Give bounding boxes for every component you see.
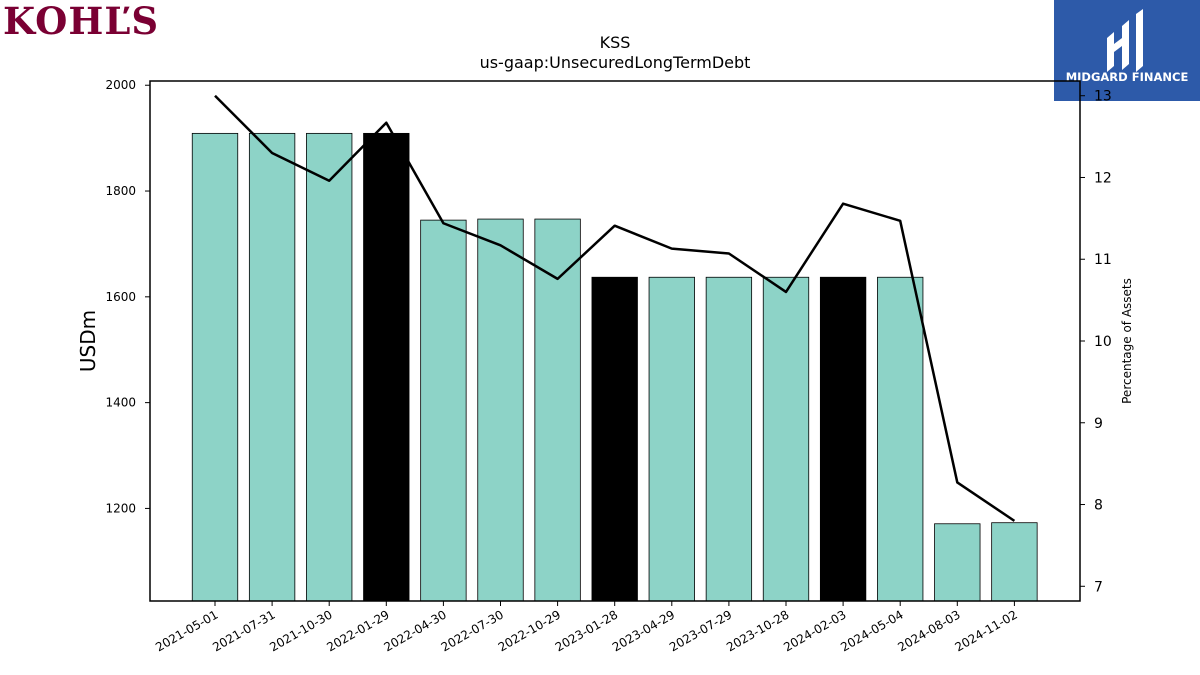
x-tick-label: 2021-05-01 [153, 607, 220, 654]
y2-tick-label: 8 [1094, 498, 1103, 514]
x-tick-label: 2024-08-03 [895, 607, 962, 654]
bar [420, 219, 467, 602]
chart-title: KSS [600, 33, 631, 52]
bar [705, 276, 753, 602]
y-tick-label: 1800 [105, 184, 136, 198]
bar [819, 276, 867, 602]
bar [191, 132, 239, 602]
y2-tick-label: 10 [1094, 334, 1112, 350]
y2-tick-label: 11 [1094, 252, 1112, 268]
bar [648, 276, 695, 602]
y2-tick-label: 7 [1094, 579, 1103, 595]
kohls-logo: KOHĽS [3, 0, 159, 42]
bar [991, 522, 1038, 602]
x-tick-label: 2021-07-31 [210, 607, 277, 654]
kohls-logo-text: KOHĽS [3, 0, 159, 42]
bar [877, 276, 924, 602]
y-tick-label: 1400 [105, 396, 136, 410]
y-tick-label: 2000 [105, 78, 136, 92]
x-tick-label: 2022-07-30 [439, 607, 506, 654]
chart-subtitle: us-gaap:UnsecuredLongTermDebt [480, 53, 751, 72]
x-tick-label: 2023-01-28 [553, 607, 620, 654]
y2-tick-label: 9 [1094, 416, 1103, 432]
x-tick-label: 2021-10-30 [267, 607, 334, 654]
y2-tick-label: 13 [1094, 89, 1112, 105]
bar [363, 132, 410, 602]
y-axis-label: USDm [76, 310, 100, 372]
midgard-finance-logo: MIDGARD FINANCE [1054, 0, 1200, 101]
bar [534, 218, 581, 602]
bar [934, 523, 981, 602]
x-tick-label: 2023-10-28 [724, 607, 791, 654]
bar [591, 276, 638, 602]
plot-frame [149, 80, 1081, 602]
bar [306, 132, 353, 602]
midgard-emblem-icon [1107, 9, 1143, 72]
y2-axis-label: Percentage of Assets [1120, 278, 1134, 404]
x-tick-label: 2023-04-29 [610, 607, 677, 654]
x-tick-label: 2024-05-04 [838, 607, 905, 654]
midgard-logo-text: MIDGARD FINANCE [1066, 70, 1189, 84]
x-tick-label: 2022-04-30 [381, 607, 448, 654]
bars-layer [191, 132, 1038, 602]
y2-axis-ticks: 7 8 9 10 11 12 13 [1080, 89, 1112, 595]
y2-tick-label: 12 [1094, 170, 1112, 186]
x-tick-label: 2024-11-02 [952, 607, 1019, 654]
x-tick-label: 2023-07-29 [667, 607, 734, 654]
x-tick-label: 2022-01-29 [324, 607, 391, 654]
x-tick-label: 2024-02-03 [781, 607, 848, 654]
y-tick-label: 1600 [105, 290, 136, 304]
y-tick-label: 1200 [105, 501, 136, 515]
bar [477, 218, 524, 602]
x-axis-ticks: 2021-05-012021-07-312021-10-302022-01-29… [153, 601, 1020, 654]
bar [248, 132, 296, 602]
bar [762, 276, 810, 602]
x-tick-label: 2022-10-29 [496, 607, 563, 654]
percentage-of-assets-line [214, 94, 1016, 522]
y-axis-ticks: 1200 1400 1600 1800 2000 [105, 78, 150, 515]
